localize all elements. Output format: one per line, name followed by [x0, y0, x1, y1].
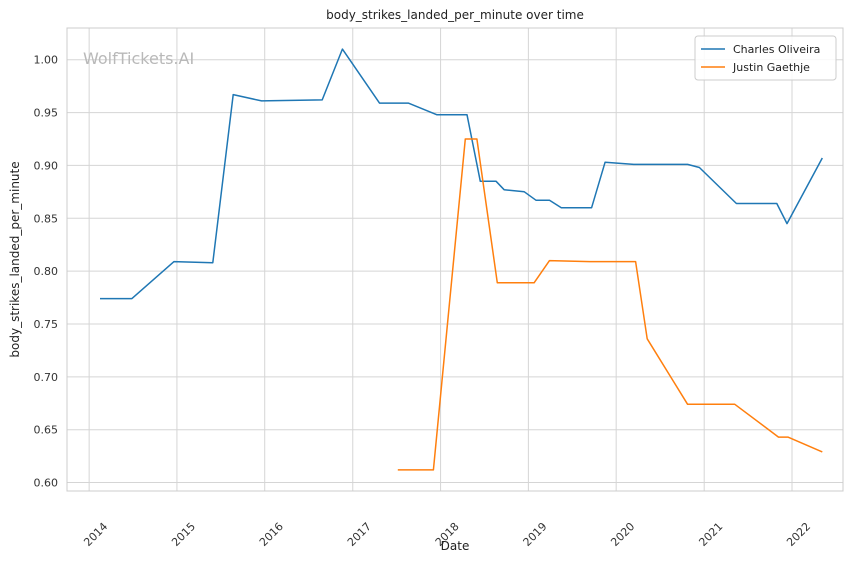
grid: [67, 28, 843, 491]
y-tick-label: 1.00: [34, 54, 59, 67]
legend-entry-justin-gaethje: Justin Gaethje: [732, 61, 810, 74]
x-tick-label: 2022: [784, 520, 813, 549]
chart-title: body_strikes_landed_per_minute over time: [326, 8, 584, 22]
plot-frame: [66, 27, 844, 492]
x-tick-label: 2015: [169, 520, 198, 549]
y-tick-label: 0.65: [34, 424, 59, 437]
x-tick-label: 2020: [608, 520, 637, 549]
x-tick-label: 2016: [257, 520, 286, 549]
x-tick-label: 2014: [81, 520, 110, 549]
plot-area: [67, 28, 843, 491]
series-line-charles-oliveira: [100, 48, 823, 300]
y-tick-label: 0.60: [34, 477, 59, 490]
x-tick-label: 2019: [521, 520, 550, 549]
y-tick-label: 0.80: [34, 265, 59, 278]
x-tick-label: 2017: [345, 520, 374, 549]
y-tick-label: 0.95: [34, 107, 59, 120]
y-tick-label: 0.85: [34, 212, 59, 225]
legend-box: [694, 35, 837, 81]
x-axis-label: Date: [441, 539, 470, 553]
y-tick-label: 0.70: [34, 371, 59, 384]
x-tick-label: 2021: [696, 520, 725, 549]
series-line-justin-gaethje: [397, 138, 823, 471]
y-tick-label: 0.90: [34, 159, 59, 172]
y-axis-label: body_strikes_landed_per_minute: [8, 161, 22, 357]
y-tick-label: 0.75: [34, 318, 59, 331]
legend-entry-charles-oliveira: Charles Oliveira: [733, 43, 820, 56]
legend: Charles Oliveira Justin Gaethje: [694, 35, 837, 81]
watermark: WolfTickets.AI: [83, 49, 194, 68]
series-layer: [100, 48, 823, 471]
